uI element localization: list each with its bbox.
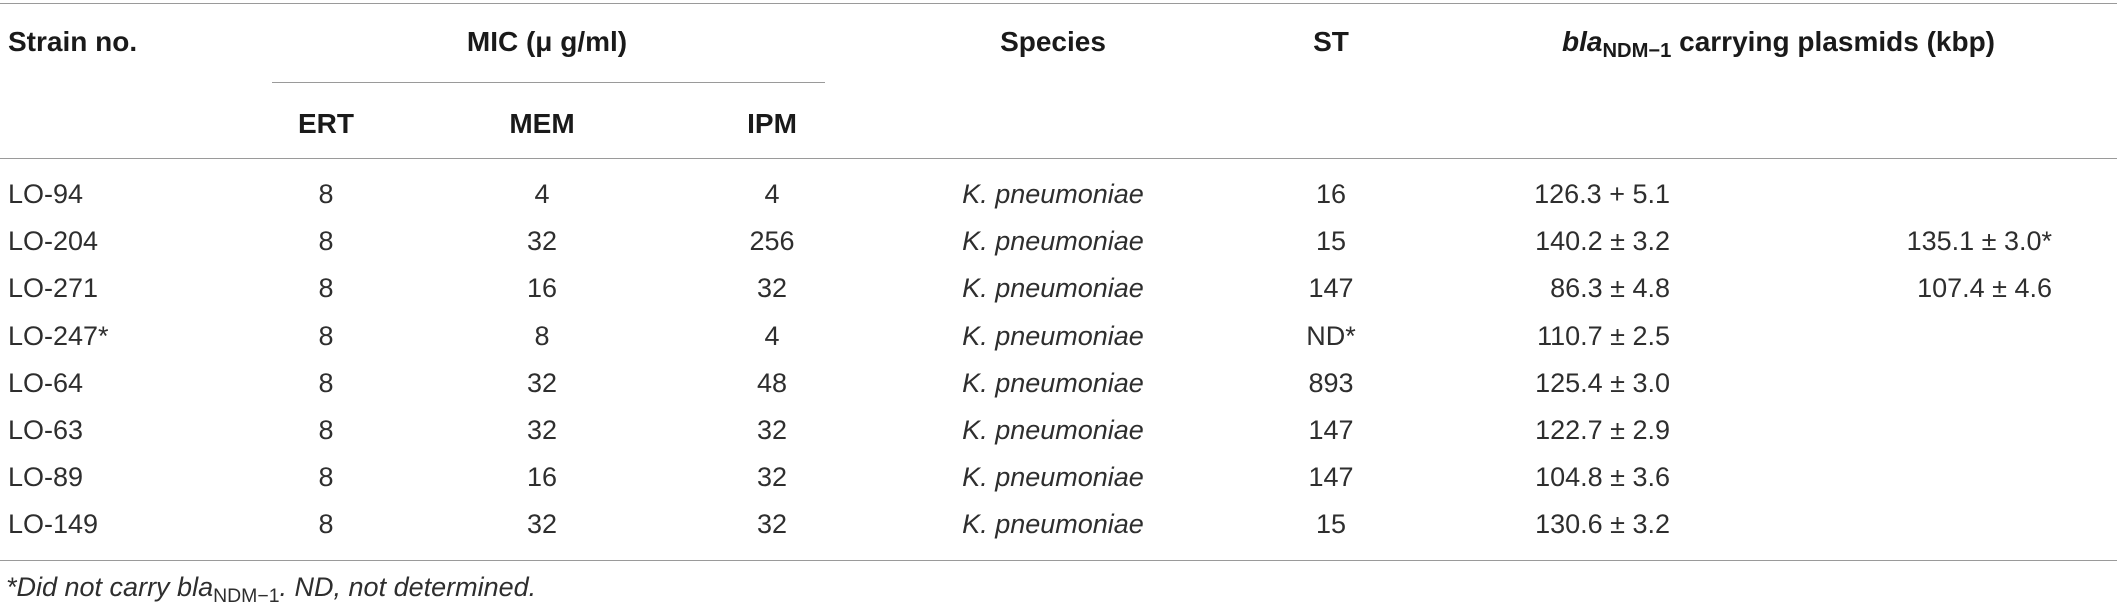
cell-plasmid1: 104.8 ± 3.6 xyxy=(1535,462,1670,492)
footnote-sub: NDM−1 xyxy=(213,584,280,607)
cell-mem: 32 xyxy=(526,226,558,256)
cell-ert: 8 xyxy=(318,179,334,209)
cell-plasmid1: 110.7 ± 2.5 xyxy=(1537,321,1670,351)
cell-st: ND* xyxy=(1306,321,1356,351)
cell-species: K. pneumoniae xyxy=(962,321,1144,351)
cell-strain: LO-271 xyxy=(8,273,99,303)
cell-plasmid2: 107.4 ± 4.6 xyxy=(1917,273,2052,303)
header-bla-sub: NDM−1 xyxy=(1602,40,1672,63)
cell-st: 147 xyxy=(1308,273,1354,303)
cell-st: 893 xyxy=(1308,368,1354,398)
cell-mem: 4 xyxy=(534,179,550,209)
cell-ipm: 4 xyxy=(764,321,780,351)
header-mem: MEM xyxy=(509,108,575,139)
header-ert: ERT xyxy=(298,108,354,139)
cell-ipm: 256 xyxy=(749,226,795,256)
cell-species: K. pneumoniae xyxy=(962,368,1144,398)
top-rule xyxy=(0,3,2117,4)
cell-mem: 32 xyxy=(526,368,558,398)
header-st: ST xyxy=(1313,26,1349,57)
cell-strain: LO-149 xyxy=(8,509,99,539)
cell-ipm: 32 xyxy=(756,415,788,445)
mic-group-rule xyxy=(272,82,825,83)
cell-ipm: 32 xyxy=(756,462,788,492)
cell-ipm: 48 xyxy=(756,368,788,398)
cell-st: 147 xyxy=(1308,415,1354,445)
header-strain: Strain no. xyxy=(8,26,138,57)
cell-plasmid1: 86.3 ± 4.8 xyxy=(1550,273,1670,303)
header-species: Species xyxy=(1000,26,1106,57)
cell-st: 16 xyxy=(1315,179,1347,209)
cell-strain: LO-89 xyxy=(8,462,84,492)
cell-species: K. pneumoniae xyxy=(962,462,1144,492)
cell-species: K. pneumoniae xyxy=(962,273,1144,303)
cell-species: K. pneumoniae xyxy=(962,226,1144,256)
cell-ert: 8 xyxy=(318,368,334,398)
cell-mem: 32 xyxy=(526,509,558,539)
cell-mem: 16 xyxy=(526,462,558,492)
cell-plasmid1: 125.4 ± 3.0 xyxy=(1535,368,1670,398)
header-bla: bla xyxy=(1562,26,1603,57)
cell-ert: 8 xyxy=(318,509,334,539)
header-plasmids-text: carrying plasmids (kbp) xyxy=(1671,26,1995,57)
cell-ipm: 32 xyxy=(756,509,788,539)
cell-st: 15 xyxy=(1315,509,1347,539)
header-mic: MIC (μ g/ml) xyxy=(466,26,628,57)
footnote-text-end: . ND, not determined. xyxy=(279,572,537,602)
cell-plasmid1: 122.7 ± 2.9 xyxy=(1535,415,1670,445)
header-plasmids: blaNDM−1 carrying plasmids (kbp) xyxy=(1562,26,1995,63)
cell-strain: LO-63 xyxy=(8,415,84,445)
cell-plasmid2: 135.1 ± 3.0* xyxy=(1906,226,2052,256)
cell-strain: LO-204 xyxy=(8,226,99,256)
cell-mem: 32 xyxy=(526,415,558,445)
footnote-text: *Did not carry bla xyxy=(6,572,214,602)
cell-ert: 8 xyxy=(318,273,334,303)
header-bottom-rule xyxy=(0,158,2117,159)
cell-strain: LO-64 xyxy=(8,368,84,398)
cell-plasmid1: 130.6 ± 3.2 xyxy=(1535,509,1670,539)
cell-ert: 8 xyxy=(318,462,334,492)
cell-plasmid1: 126.3 + 5.1 xyxy=(1534,179,1670,209)
table-bottom-rule xyxy=(0,560,2117,561)
cell-strain: LO-94 xyxy=(8,179,84,209)
cell-species: K. pneumoniae xyxy=(962,179,1144,209)
cell-st: 15 xyxy=(1315,226,1347,256)
cell-species: K. pneumoniae xyxy=(962,509,1144,539)
cell-st: 147 xyxy=(1308,462,1354,492)
header-ipm: IPM xyxy=(747,108,797,139)
cell-ipm: 4 xyxy=(764,179,780,209)
cell-mem: 8 xyxy=(534,321,550,351)
cell-strain: LO-247* xyxy=(8,321,109,351)
cell-ert: 8 xyxy=(318,321,334,351)
cell-species: K. pneumoniae xyxy=(962,415,1144,445)
cell-ert: 8 xyxy=(318,415,334,445)
cell-ert: 8 xyxy=(318,226,334,256)
cell-mem: 16 xyxy=(526,273,558,303)
cell-plasmid1: 140.2 ± 3.2 xyxy=(1535,226,1670,256)
cell-ipm: 32 xyxy=(756,273,788,303)
footnote: *Did not carry blaNDM−1. ND, not determi… xyxy=(6,574,536,606)
